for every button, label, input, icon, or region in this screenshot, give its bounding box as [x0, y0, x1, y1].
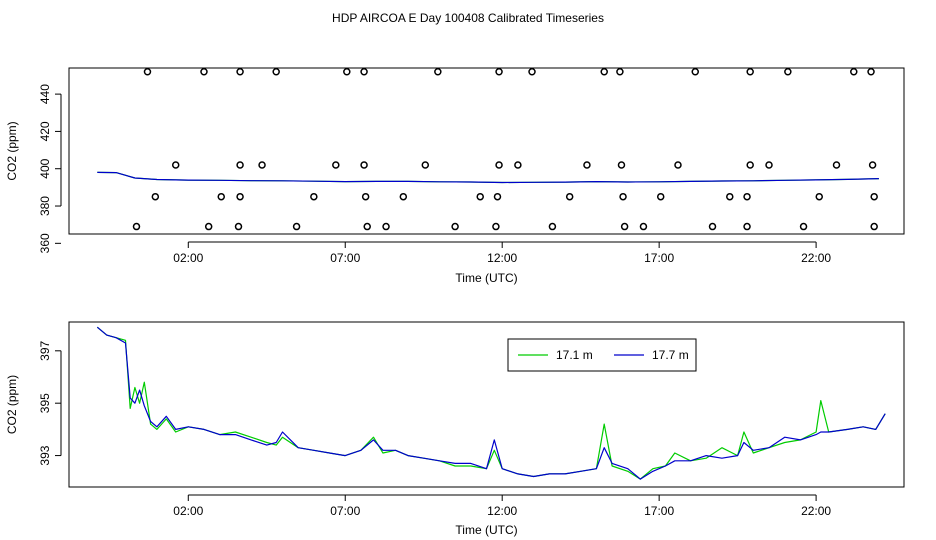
x-tick-label: 17:00 [644, 251, 674, 265]
data-marker [583, 161, 591, 169]
plot-frame [68, 321, 905, 488]
data-marker [258, 161, 266, 169]
data-marker [234, 222, 243, 231]
data-marker [363, 222, 371, 231]
data-marker [656, 192, 665, 201]
y-tick-label: 393 [38, 445, 52, 465]
data-marker [639, 222, 648, 231]
y-tick-label: 440 [38, 84, 52, 104]
data-marker [434, 67, 442, 76]
y-tick-label: 395 [38, 393, 52, 413]
data-marker [360, 67, 368, 76]
y-axis-label: CO2 (ppm) [5, 121, 19, 180]
y-axis-label: CO2 (ppm) [5, 375, 19, 434]
data-marker [476, 192, 484, 201]
y-tick-label: 397 [38, 340, 52, 360]
data-marker [332, 161, 340, 169]
data-marker [691, 67, 699, 76]
data-marker [292, 222, 301, 231]
x-tick-label: 22:00 [801, 251, 831, 265]
data-marker [870, 192, 878, 201]
data-marker [236, 161, 244, 169]
data-marker [850, 67, 858, 76]
series-line-0 [96, 326, 886, 480]
data-marker [815, 192, 823, 201]
x-tick-label: 12:00 [487, 504, 517, 518]
data-marker [746, 161, 754, 169]
data-marker [343, 67, 351, 76]
data-marker [382, 222, 390, 231]
data-marker [236, 67, 244, 76]
data-marker [200, 67, 208, 76]
data-marker [495, 67, 503, 76]
data-marker [217, 192, 225, 201]
data-marker [171, 161, 180, 169]
data-marker [743, 192, 751, 201]
data-marker [616, 67, 624, 76]
x-tick-label: 12:00 [487, 251, 517, 265]
y-tick-label: 400 [38, 158, 52, 178]
data-marker [493, 192, 502, 201]
bottom-panel: 02:00 07:00 12:00 17:00 22:00 Time (UTC) 393 39… [5, 321, 905, 537]
data-marker [360, 161, 368, 169]
data-marker [132, 222, 141, 231]
data-marker [151, 192, 160, 201]
x-axis-label: Time (UTC) [455, 523, 517, 537]
x-tick-label: 07:00 [330, 251, 360, 265]
data-marker [272, 67, 280, 76]
data-marker [708, 222, 717, 231]
data-marker [514, 161, 522, 169]
data-marker [726, 192, 734, 201]
data-marker [528, 67, 536, 76]
y-tick-label: 420 [38, 121, 52, 141]
data-marker [495, 161, 503, 169]
x-tick-label: 02:00 [173, 504, 203, 518]
data-marker [746, 67, 754, 76]
data-marker [765, 161, 773, 169]
chart-title: HDP AIRCOA E Day 100408 Calibrated Times… [332, 11, 604, 25]
x-tick-label: 22:00 [801, 504, 831, 518]
data-marker [143, 67, 152, 76]
y-tick-label: 380 [38, 196, 52, 216]
data-marker [310, 192, 318, 201]
data-marker [799, 222, 808, 231]
y-tick-label: 360 [38, 233, 52, 253]
data-marker [204, 222, 213, 231]
data-marker [565, 192, 574, 201]
top-panel: 02:00 07:00 12:00 17:00 22:00 Time (UTC) 360 38… [5, 67, 905, 285]
data-marker [867, 67, 875, 76]
data-marker [620, 222, 629, 231]
legend-label: 17.7 m [652, 348, 689, 362]
series-line-1 [96, 326, 886, 480]
x-tick-label: 02:00 [173, 251, 203, 265]
legend: 17.1 m 17.7 m [507, 338, 697, 372]
plot-frame [68, 67, 905, 235]
x-axis-label: Time (UTC) [455, 271, 517, 285]
data-marker [548, 222, 557, 231]
data-marker [868, 161, 877, 169]
data-marker [617, 161, 626, 169]
x-tick-label: 07:00 [330, 504, 360, 518]
data-marker [399, 192, 408, 201]
data-marker [421, 161, 430, 169]
data-marker [361, 192, 370, 201]
data-marker [619, 192, 627, 201]
data-marker [743, 222, 751, 231]
data-marker [674, 161, 682, 169]
data-marker [451, 222, 459, 231]
legend-label: 17.1 m [556, 348, 593, 362]
data-marker [870, 222, 878, 231]
x-tick-label: 17:00 [644, 504, 674, 518]
data-marker [236, 192, 244, 201]
data-marker [492, 222, 500, 231]
data-marker [784, 67, 792, 76]
series-line-1 [97, 171, 879, 184]
data-marker [600, 67, 608, 76]
data-marker [832, 161, 841, 169]
